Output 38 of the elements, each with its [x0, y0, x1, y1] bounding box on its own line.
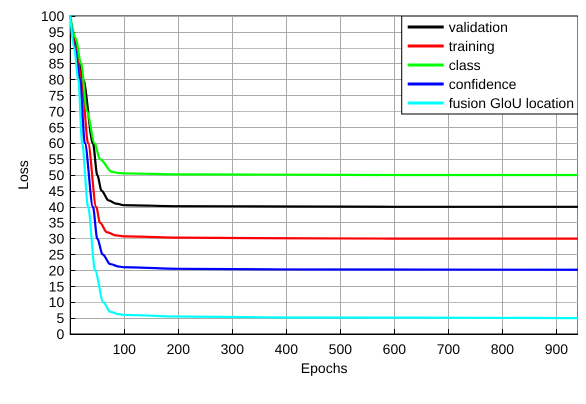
- y-tick-label: 75: [48, 88, 64, 104]
- legend-label: validation: [448, 19, 508, 35]
- legend-label: confidence: [448, 76, 517, 92]
- y-tick-label: 85: [48, 56, 64, 72]
- y-tick-label: 80: [48, 72, 64, 88]
- y-tick-label: 95: [48, 24, 64, 40]
- y-tick-label: 100: [40, 8, 64, 24]
- x-tick-label: 600: [382, 341, 406, 357]
- legend-label: fusion GloU location: [448, 95, 574, 111]
- y-axis-title: Loss: [15, 160, 31, 190]
- y-tick-label: 55: [48, 151, 64, 168]
- y-tick-label: 65: [48, 119, 64, 136]
- x-tick-label: 400: [274, 341, 298, 357]
- y-tick-label: 30: [48, 230, 64, 247]
- x-tick-label: 800: [490, 341, 514, 357]
- y-tick-label: 50: [48, 167, 64, 183]
- y-tick-label: 15: [48, 278, 64, 294]
- y-tick-label: 90: [48, 40, 64, 56]
- y-tick-label: 40: [48, 198, 64, 215]
- y-tick-label: 45: [48, 182, 64, 199]
- y-tick-label: 60: [48, 135, 64, 152]
- line-series: [69, 14, 578, 320]
- legend-label: class: [448, 57, 481, 73]
- x-axis-title: Epochs: [300, 360, 348, 376]
- x-tick-label: 200: [166, 341, 190, 357]
- x-tick-label: 100: [112, 341, 136, 357]
- legend-label: training: [448, 38, 495, 54]
- y-tick-label: 25: [48, 246, 64, 262]
- y-tick-label: 5: [56, 310, 64, 326]
- y-tick-label: 20: [48, 262, 64, 278]
- x-tick-label: 700: [436, 341, 460, 357]
- y-tick-label: 70: [48, 103, 64, 120]
- x-tick-label: 500: [328, 341, 352, 357]
- y-tick-label: 0: [56, 326, 64, 342]
- y-tick-label: 35: [48, 214, 64, 231]
- y-tick-label: 10: [48, 294, 64, 310]
- x-tick-label: 300: [220, 341, 244, 357]
- x-tick-label: 900: [544, 341, 568, 357]
